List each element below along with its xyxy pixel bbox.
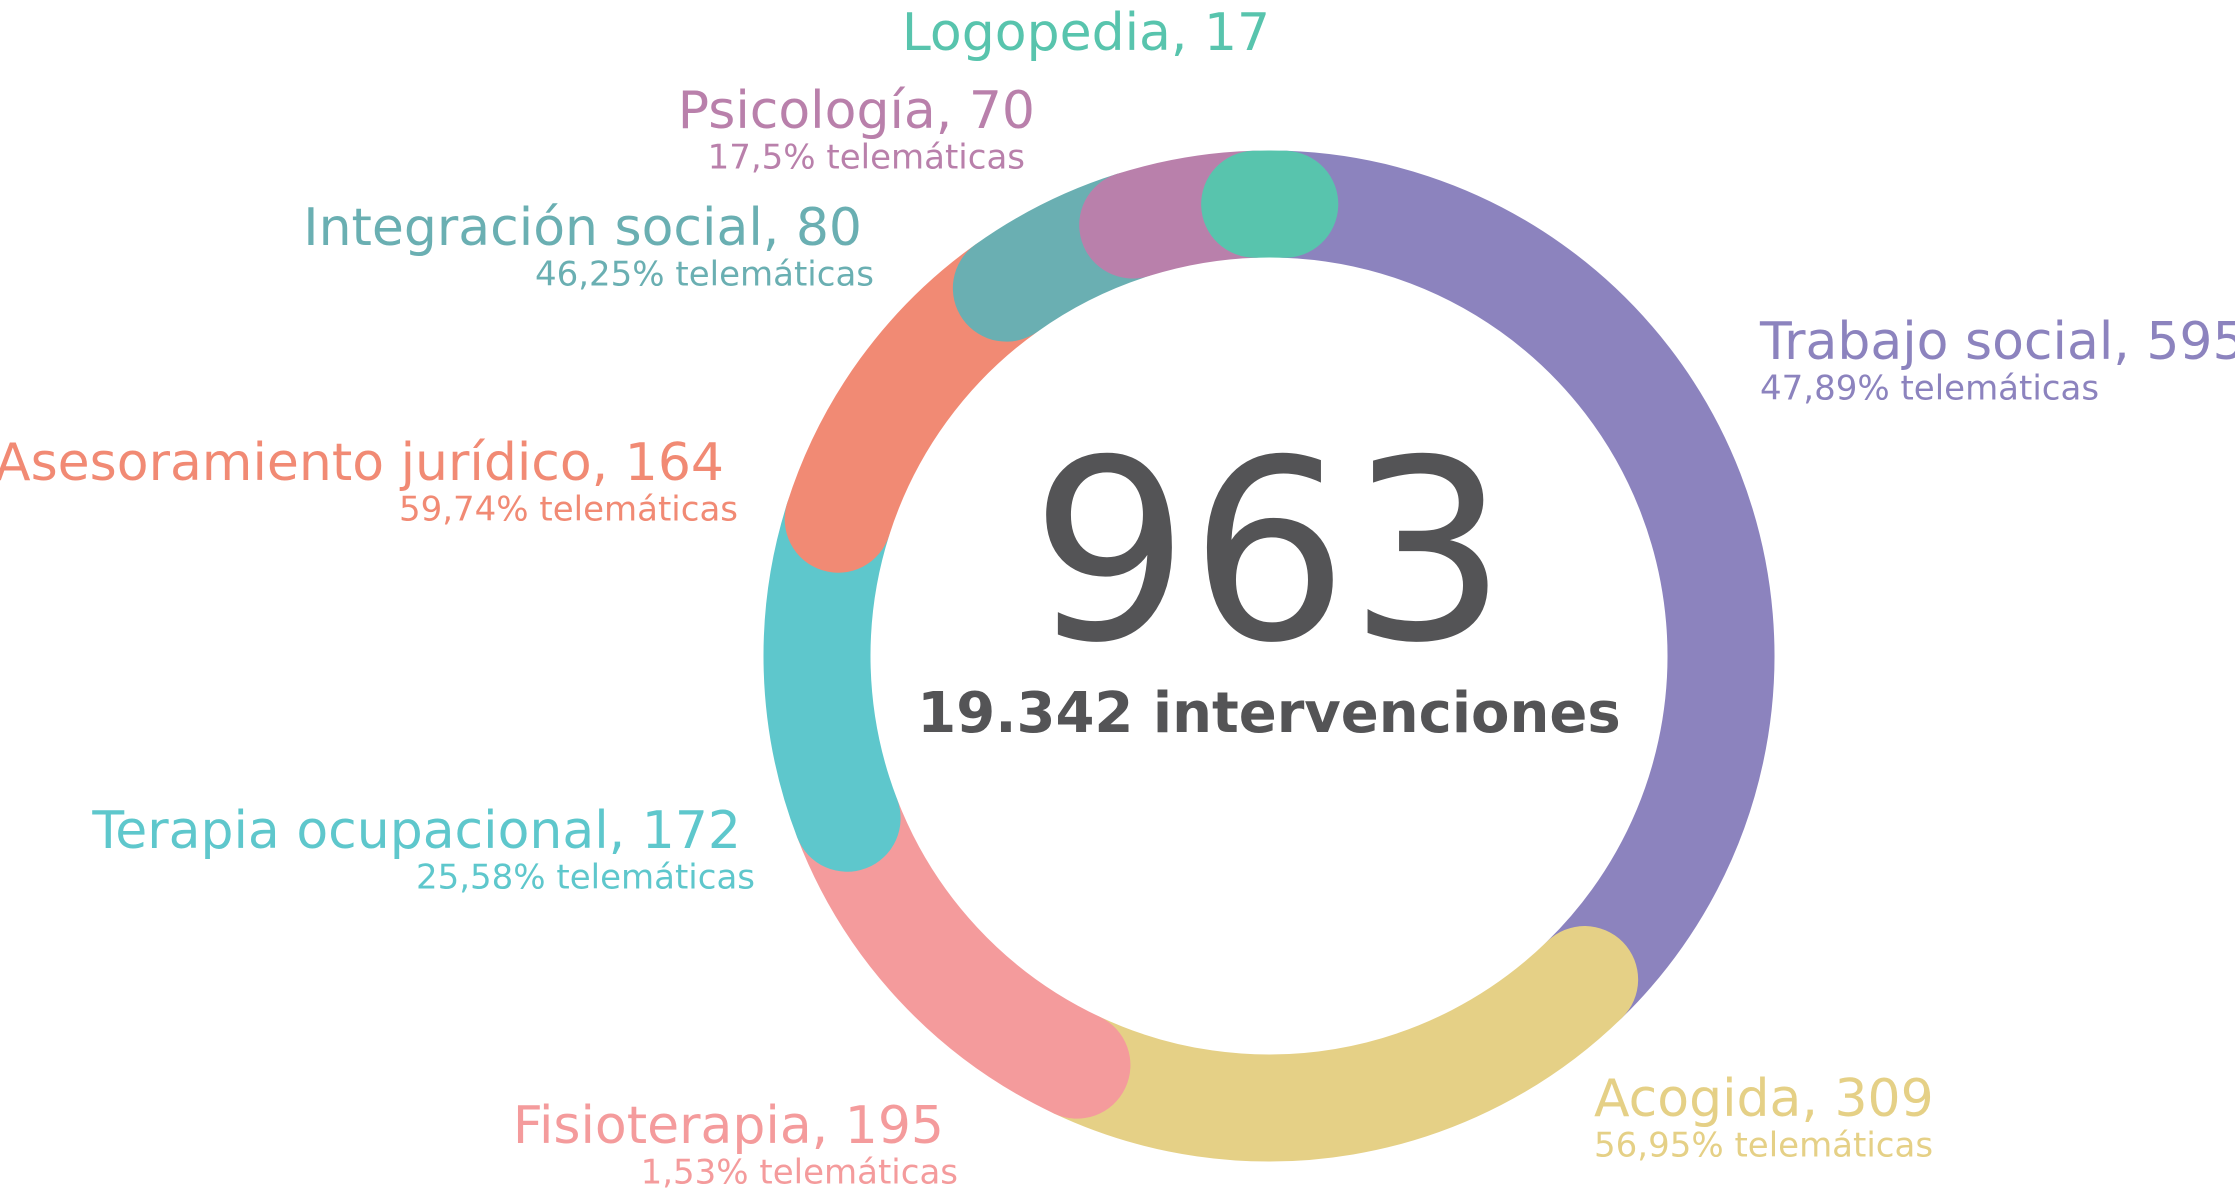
segment-note: 17,5% telemáticas <box>708 138 1025 178</box>
segment-label: Psicología, 70 <box>678 81 1035 141</box>
segment-label: Terapia ocupacional, 172 <box>91 801 741 861</box>
segment-label: Acogida, 309 <box>1594 1069 1934 1129</box>
segment-note: 1,53% telemáticas <box>641 1153 958 1192</box>
segment-label: Trabajo social, 595 <box>1759 312 2235 372</box>
segment-label: Integración social, 80 <box>303 198 862 258</box>
donut-segment <box>1231 150 1775 1034</box>
segment-note: 47,89% telemáticas <box>1760 369 2099 409</box>
segment-note: 46,25% telemáticas <box>535 255 874 295</box>
donut-segment <box>1023 926 1639 1162</box>
segment-note: 56,95% telemáticas <box>1594 1126 1933 1166</box>
segment-note: 59,74% telemáticas <box>399 490 738 530</box>
segment-label: Fisioterapia, 195 <box>513 1096 944 1156</box>
center-value: 963 <box>1030 406 1507 697</box>
center-label: 19.342 intervenciones <box>917 681 1620 746</box>
segment-label: Asesoramiento jurídico, 164 <box>0 433 724 493</box>
segment-label: Logopedia, 17 <box>902 3 1270 63</box>
segment-note: 25,58% telemáticas <box>416 858 755 898</box>
